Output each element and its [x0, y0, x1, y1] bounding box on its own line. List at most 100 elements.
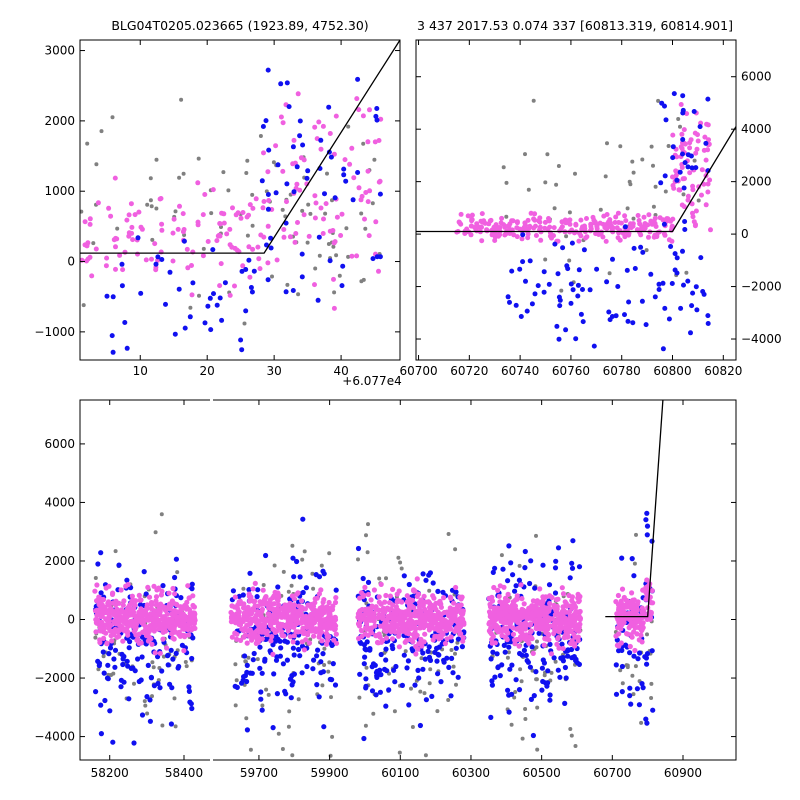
- data-point-magenta: [706, 137, 711, 143]
- y-tick-label: 6000: [741, 70, 772, 84]
- data-point-magenta: [495, 629, 501, 635]
- data-point-blue: [340, 263, 346, 269]
- data-point-blue: [680, 151, 685, 157]
- data-point-blue: [644, 523, 651, 529]
- data-point-magenta: [705, 189, 711, 195]
- data-point-magenta: [692, 223, 698, 229]
- data-point-magenta: [308, 604, 314, 610]
- data-point-gray: [143, 703, 148, 708]
- data-point-blue: [110, 349, 116, 355]
- data-point-blue: [173, 556, 179, 562]
- data-point-blue: [95, 658, 101, 664]
- data-point-gray: [330, 198, 334, 203]
- data-point-blue: [522, 565, 528, 571]
- data-point-gray: [506, 650, 511, 655]
- data-point-blue: [187, 314, 193, 320]
- data-point-magenta: [569, 598, 575, 604]
- data-point-magenta: [173, 629, 179, 635]
- data-point-gray: [323, 211, 328, 216]
- data-point-magenta: [317, 624, 323, 630]
- data-point-magenta: [120, 602, 126, 608]
- data-point-magenta: [399, 599, 405, 605]
- data-point-blue: [299, 670, 305, 676]
- data-point-blue: [639, 298, 645, 304]
- data-point-magenta: [169, 598, 175, 604]
- data-point-blue: [569, 560, 575, 566]
- data-point-magenta: [492, 234, 498, 240]
- data-point-gray: [446, 698, 451, 702]
- data-point-blue: [137, 602, 144, 608]
- data-point-magenta: [542, 225, 548, 231]
- data-point-magenta: [629, 590, 635, 596]
- data-point-blue: [332, 682, 339, 688]
- data-point-magenta: [312, 600, 318, 606]
- data-point-gray: [154, 157, 159, 162]
- data-point-blue: [110, 294, 116, 300]
- data-point-magenta: [510, 218, 516, 224]
- data-point-magenta: [95, 200, 101, 206]
- data-point-blue: [528, 696, 535, 703]
- data-point-magenta: [93, 629, 99, 635]
- data-point-blue: [259, 178, 265, 184]
- data-point-magenta: [249, 629, 255, 635]
- data-point-blue: [705, 313, 711, 319]
- data-point-gray: [241, 586, 246, 591]
- data-point-blue: [446, 664, 452, 671]
- data-point-magenta: [321, 597, 327, 603]
- data-point-magenta: [514, 593, 520, 599]
- data-point-blue: [556, 336, 562, 342]
- data-point-magenta: [630, 221, 636, 227]
- data-point-gray: [287, 709, 292, 714]
- data-point-magenta: [373, 604, 379, 610]
- data-point-magenta: [389, 636, 396, 642]
- data-point-magenta: [435, 609, 441, 616]
- data-point-magenta: [365, 610, 371, 616]
- data-point-blue: [313, 572, 319, 578]
- data-point-blue: [374, 668, 380, 675]
- data-point-blue: [355, 76, 361, 82]
- data-point-blue: [144, 694, 150, 700]
- data-point-gray: [322, 646, 327, 651]
- data-point-blue: [98, 702, 104, 708]
- data-point-magenta: [503, 612, 510, 618]
- data-point-magenta: [287, 234, 293, 240]
- data-point-blue: [417, 722, 423, 729]
- data-point-magenta: [670, 174, 675, 180]
- data-point-blue: [179, 642, 185, 648]
- data-point-magenta: [316, 119, 322, 125]
- data-point-blue: [581, 247, 587, 253]
- data-point-magenta: [257, 618, 263, 624]
- data-point-blue: [263, 552, 269, 559]
- data-point-gray: [598, 207, 603, 212]
- data-point-magenta: [274, 257, 280, 263]
- data-point-blue: [320, 568, 326, 574]
- data-point-magenta: [456, 617, 462, 623]
- data-point-gray: [245, 233, 250, 238]
- data-point-blue: [124, 345, 130, 351]
- data-point-blue: [520, 232, 526, 238]
- data-point-magenta: [250, 634, 256, 641]
- data-point-magenta: [469, 212, 475, 218]
- data-point-blue: [680, 107, 686, 113]
- data-point-blue: [260, 124, 266, 129]
- data-point-magenta: [260, 587, 266, 593]
- data-point-magenta: [442, 618, 448, 624]
- data-point-magenta: [705, 181, 711, 187]
- data-point-blue: [546, 281, 552, 287]
- data-point-gray: [177, 175, 182, 180]
- data-point-magenta: [547, 224, 553, 230]
- data-point-magenta: [505, 630, 511, 636]
- data-point-magenta: [527, 622, 533, 628]
- data-point-blue: [660, 346, 666, 352]
- data-point-blue: [521, 647, 528, 654]
- data-point-magenta: [334, 214, 340, 220]
- data-point-magenta: [422, 616, 429, 623]
- data-point-magenta: [324, 626, 330, 632]
- data-point-gray: [653, 184, 658, 189]
- data-point-magenta: [116, 622, 123, 628]
- data-point-gray: [451, 664, 456, 669]
- data-point-gray: [423, 753, 428, 758]
- data-point-magenta: [164, 645, 170, 651]
- data-point-magenta: [489, 228, 494, 234]
- data-point-blue: [539, 665, 546, 671]
